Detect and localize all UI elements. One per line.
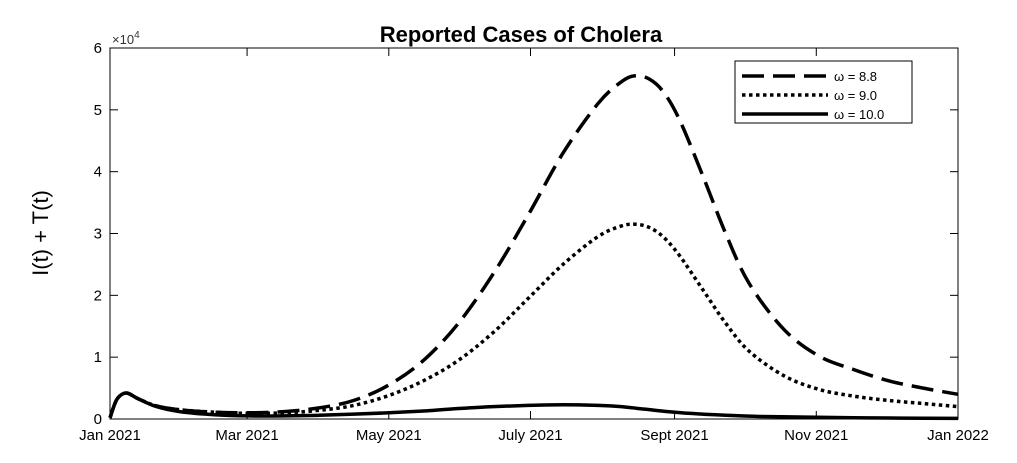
x-tick-label: Jan 2021 xyxy=(79,427,141,444)
x-tick-label: May 2021 xyxy=(356,427,422,444)
legend-label-2: ω = 9.0 xyxy=(834,88,877,103)
series-layer xyxy=(108,73,959,421)
x-tick-label: Nov 2021 xyxy=(784,427,848,444)
y-multiplier-exp: 4 xyxy=(134,30,140,41)
y-multiplier-base: ×10 xyxy=(112,32,134,47)
x-tick-label: Mar 2021 xyxy=(215,427,278,444)
legend: ω = 8.8 ω = 9.0 ω = 10.0 xyxy=(734,60,913,124)
y-tick-label: 1 xyxy=(94,349,102,366)
legend-label-1: ω = 8.8 xyxy=(834,69,877,84)
x-tick-label: July 2021 xyxy=(498,427,562,444)
x-axis: Jan 2021 Mar 2021 May 2021 July 2021 Sept 20… xyxy=(79,48,989,444)
y-tick-label: 5 xyxy=(94,102,102,119)
x-tick-label: Jan 2022 xyxy=(927,427,989,444)
y-tick-label: 6 xyxy=(94,40,102,57)
y-tick-label: 2 xyxy=(94,287,102,304)
y-tick-label: 4 xyxy=(94,164,102,181)
y-multiplier: ×104 xyxy=(112,30,140,47)
y-tick-label: 3 xyxy=(94,226,102,243)
series-line-1 xyxy=(108,73,959,419)
chart-title: Reported Cases of Cholera xyxy=(380,22,663,47)
y-tick-label: 0 xyxy=(94,411,102,428)
y-axis-label: I(t) + T(t) xyxy=(28,190,53,276)
series-line-3 xyxy=(108,391,959,421)
y-axis: 0 1 2 3 4 5 6 xyxy=(94,40,958,428)
x-tick-label: Sept 2021 xyxy=(640,427,708,444)
legend-label-3: ω = 10.0 xyxy=(834,107,884,122)
